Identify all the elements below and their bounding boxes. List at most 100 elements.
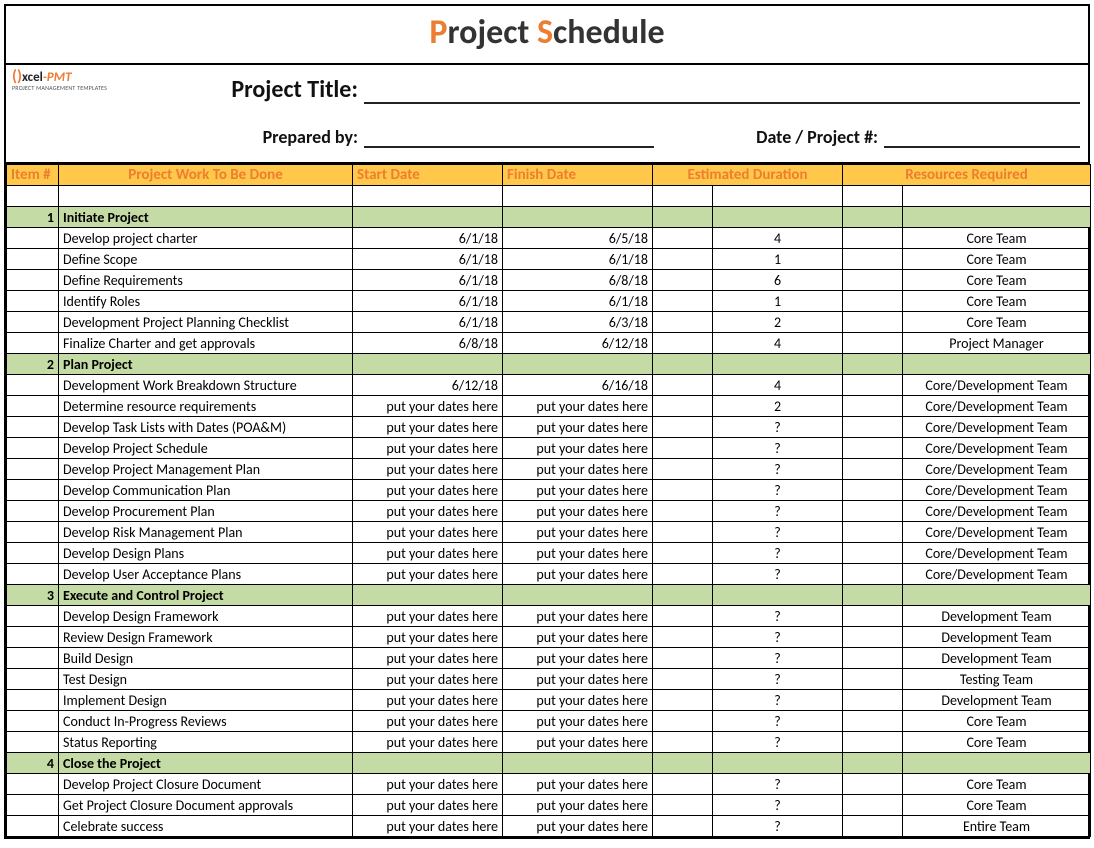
task-start-cell[interactable]: put your dates here xyxy=(353,648,503,669)
task-finish-cell[interactable]: put your dates here xyxy=(503,564,653,585)
task-resources-cell[interactable]: Development Team xyxy=(903,690,1091,711)
task-duration-cell[interactable]: ? xyxy=(713,669,843,690)
task-duration-cell[interactable]: ? xyxy=(713,774,843,795)
duration-pad-cell[interactable] xyxy=(653,228,713,249)
task-start-cell[interactable]: 6/1/18 xyxy=(353,291,503,312)
task-item-cell[interactable] xyxy=(7,375,59,396)
resources-pad-cell[interactable] xyxy=(843,564,903,585)
task-finish-cell[interactable]: put your dates here xyxy=(503,732,653,753)
task-duration-cell[interactable]: 4 xyxy=(713,228,843,249)
task-item-cell[interactable] xyxy=(7,417,59,438)
task-resources-cell[interactable]: Core Team xyxy=(903,291,1091,312)
task-work-cell[interactable]: Define Requirements xyxy=(59,270,353,291)
resources-pad-cell[interactable] xyxy=(843,543,903,564)
task-start-cell[interactable]: put your dates here xyxy=(353,732,503,753)
task-resources-cell[interactable]: Core Team xyxy=(903,270,1091,291)
task-duration-cell[interactable]: ? xyxy=(713,690,843,711)
duration-pad-cell[interactable] xyxy=(653,606,713,627)
task-work-cell[interactable]: Develop Project Closure Document xyxy=(59,774,353,795)
task-start-cell[interactable]: put your dates here xyxy=(353,417,503,438)
task-resources-cell[interactable]: Core/Development Team xyxy=(903,459,1091,480)
resources-pad-cell[interactable] xyxy=(843,291,903,312)
task-duration-cell[interactable]: ? xyxy=(713,543,843,564)
date-project-field[interactable] xyxy=(884,122,1080,148)
task-finish-cell[interactable]: put your dates here xyxy=(503,690,653,711)
duration-pad-cell[interactable] xyxy=(653,795,713,816)
resources-pad-cell[interactable] xyxy=(843,333,903,354)
resources-pad-cell[interactable] xyxy=(843,627,903,648)
task-item-cell[interactable] xyxy=(7,312,59,333)
task-start-cell[interactable]: put your dates here xyxy=(353,438,503,459)
task-finish-cell[interactable]: put your dates here xyxy=(503,543,653,564)
task-start-cell[interactable]: put your dates here xyxy=(353,774,503,795)
resources-pad-cell[interactable] xyxy=(843,522,903,543)
resources-pad-cell[interactable] xyxy=(843,228,903,249)
duration-pad-cell[interactable] xyxy=(653,627,713,648)
resources-pad-cell[interactable] xyxy=(843,375,903,396)
task-work-cell[interactable]: Define Scope xyxy=(59,249,353,270)
task-item-cell[interactable] xyxy=(7,249,59,270)
task-work-cell[interactable]: Develop Project Management Plan xyxy=(59,459,353,480)
task-finish-cell[interactable]: 6/8/18 xyxy=(503,270,653,291)
task-item-cell[interactable] xyxy=(7,606,59,627)
task-start-cell[interactable]: put your dates here xyxy=(353,564,503,585)
task-finish-cell[interactable]: 6/3/18 xyxy=(503,312,653,333)
task-start-cell[interactable]: 6/1/18 xyxy=(353,249,503,270)
task-finish-cell[interactable]: put your dates here xyxy=(503,774,653,795)
task-start-cell[interactable]: put your dates here xyxy=(353,627,503,648)
resources-pad-cell[interactable] xyxy=(843,669,903,690)
task-duration-cell[interactable]: ? xyxy=(713,648,843,669)
task-start-cell[interactable]: put your dates here xyxy=(353,606,503,627)
task-finish-cell[interactable]: put your dates here xyxy=(503,438,653,459)
task-item-cell[interactable] xyxy=(7,732,59,753)
resources-pad-cell[interactable] xyxy=(843,438,903,459)
resources-pad-cell[interactable] xyxy=(843,690,903,711)
task-finish-cell[interactable]: put your dates here xyxy=(503,396,653,417)
task-work-cell[interactable]: Conduct In-Progress Reviews xyxy=(59,711,353,732)
task-duration-cell[interactable]: ? xyxy=(713,606,843,627)
task-start-cell[interactable]: put your dates here xyxy=(353,480,503,501)
duration-pad-cell[interactable] xyxy=(653,417,713,438)
duration-pad-cell[interactable] xyxy=(653,564,713,585)
task-work-cell[interactable]: Develop project charter xyxy=(59,228,353,249)
task-duration-cell[interactable]: ? xyxy=(713,564,843,585)
duration-pad-cell[interactable] xyxy=(653,690,713,711)
task-item-cell[interactable] xyxy=(7,711,59,732)
task-start-cell[interactable]: put your dates here xyxy=(353,669,503,690)
task-start-cell[interactable]: put your dates here xyxy=(353,522,503,543)
task-duration-cell[interactable]: ? xyxy=(713,438,843,459)
task-resources-cell[interactable]: Core/Development Team xyxy=(903,396,1091,417)
task-item-cell[interactable] xyxy=(7,627,59,648)
project-title-field[interactable] xyxy=(364,78,1080,104)
task-item-cell[interactable] xyxy=(7,543,59,564)
task-duration-cell[interactable]: ? xyxy=(713,795,843,816)
duration-pad-cell[interactable] xyxy=(653,480,713,501)
task-finish-cell[interactable]: 6/1/18 xyxy=(503,291,653,312)
task-resources-cell[interactable]: Core/Development Team xyxy=(903,522,1091,543)
task-duration-cell[interactable]: 4 xyxy=(713,375,843,396)
duration-pad-cell[interactable] xyxy=(653,711,713,732)
duration-pad-cell[interactable] xyxy=(653,270,713,291)
task-finish-cell[interactable]: put your dates here xyxy=(503,795,653,816)
task-item-cell[interactable] xyxy=(7,459,59,480)
task-work-cell[interactable]: Develop Design Plans xyxy=(59,543,353,564)
task-item-cell[interactable] xyxy=(7,270,59,291)
task-resources-cell[interactable]: Core Team xyxy=(903,732,1091,753)
task-work-cell[interactable]: Finalize Charter and get approvals xyxy=(59,333,353,354)
task-duration-cell[interactable]: 1 xyxy=(713,249,843,270)
task-resources-cell[interactable]: Development Team xyxy=(903,627,1091,648)
task-duration-cell[interactable]: ? xyxy=(713,711,843,732)
task-start-cell[interactable]: 6/1/18 xyxy=(353,228,503,249)
task-resources-cell[interactable]: Development Team xyxy=(903,648,1091,669)
resources-pad-cell[interactable] xyxy=(843,417,903,438)
task-finish-cell[interactable]: put your dates here xyxy=(503,816,653,837)
duration-pad-cell[interactable] xyxy=(653,438,713,459)
task-duration-cell[interactable]: 1 xyxy=(713,291,843,312)
task-start-cell[interactable]: 6/1/18 xyxy=(353,270,503,291)
duration-pad-cell[interactable] xyxy=(653,396,713,417)
task-resources-cell[interactable]: Core Team xyxy=(903,249,1091,270)
task-item-cell[interactable] xyxy=(7,501,59,522)
task-item-cell[interactable] xyxy=(7,648,59,669)
task-resources-cell[interactable]: Project Manager xyxy=(903,333,1091,354)
task-start-cell[interactable]: put your dates here xyxy=(353,711,503,732)
